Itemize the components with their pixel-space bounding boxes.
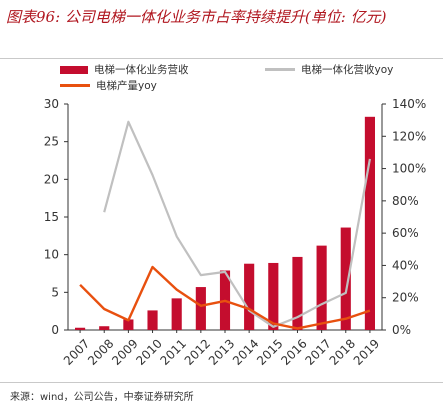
bar-revenue <box>171 298 182 330</box>
right-tick-label: 140% <box>392 97 426 111</box>
bar-revenue <box>364 116 375 330</box>
bar-revenue <box>123 319 134 330</box>
right-tick-label: 40% <box>392 258 419 272</box>
right-tick-label: 80% <box>392 194 419 208</box>
legend-label-output-yoy: 电梯产量yoy <box>96 80 157 92</box>
x-tick-label: 2007 <box>61 336 92 367</box>
legend-item-revenue: 电梯一体化业务营收 <box>60 62 189 77</box>
bar-revenue <box>147 310 158 330</box>
left-tick-label: 25 <box>44 135 59 149</box>
x-tick-label: 2008 <box>85 336 116 367</box>
x-tick-label: 2013 <box>206 336 237 367</box>
line-output-yoy <box>79 265 371 330</box>
left-tick-label: 5 <box>51 285 59 299</box>
legend-swatch-bar <box>60 65 88 74</box>
x-tick-label: 2011 <box>158 336 189 367</box>
x-tick-label: 2018 <box>327 336 358 367</box>
left-tick-label: 0 <box>51 323 59 337</box>
x-tick-label: 2012 <box>182 336 213 367</box>
line-revenue-yoy <box>103 120 371 328</box>
left-axis-ticks: 0 5 10 15 20 25 30 <box>44 97 68 337</box>
title-divider <box>0 58 443 59</box>
line-series <box>79 120 371 330</box>
legend-item-output-yoy: 电梯产量yoy <box>60 78 157 93</box>
right-tick-label: 0% <box>392 323 411 337</box>
x-tick-label: 2019 <box>351 336 382 367</box>
left-tick-label: 20 <box>44 172 59 186</box>
source-note: 来源：wind，公司公告，中泰证券研究所 <box>10 392 194 403</box>
x-tick-label: 2010 <box>133 336 164 367</box>
right-tick-label: 20% <box>392 291 419 305</box>
bar-revenue <box>316 245 327 330</box>
bar-revenue <box>340 227 351 330</box>
x-tick-label: 2016 <box>278 336 309 367</box>
left-tick-label: 10 <box>44 248 59 262</box>
bar-revenue <box>195 287 206 330</box>
legend-label-revenue-yoy: 电梯一体化营收yoy <box>301 64 394 76</box>
source-divider <box>0 382 443 383</box>
legend-label-revenue: 电梯一体化业务营收 <box>94 64 189 76</box>
legend-swatch-orange-line <box>60 84 90 87</box>
x-axis-ticks: 2007200820092010201120122013201420152016… <box>61 330 382 368</box>
left-tick-label: 30 <box>44 97 59 111</box>
right-axis-ticks: 0% 20% 40% 60% 80% 100% 120% 140% <box>382 97 426 337</box>
right-tick-label: 60% <box>392 226 419 240</box>
left-tick-label: 15 <box>44 210 59 224</box>
x-tick-label: 2014 <box>230 336 261 367</box>
legend-item-revenue-yoy: 电梯一体化营收yoy <box>265 62 393 77</box>
bar-revenue <box>99 326 110 330</box>
x-tick-label: 2009 <box>109 336 140 367</box>
chart-legend: 电梯一体化业务营收 电梯一体化营收yoy 电梯产量yoy <box>60 60 440 94</box>
x-tick-label: 2015 <box>254 336 285 367</box>
bar-series <box>75 116 375 330</box>
right-tick-label: 120% <box>392 129 426 143</box>
figure-title: 图表96: 公司电梯一体化业务市占率持续提升(单位: 亿元) <box>6 8 387 26</box>
right-tick-label: 100% <box>392 162 426 176</box>
bar-revenue <box>268 262 279 330</box>
bar-revenue <box>75 327 86 330</box>
bar-revenue <box>292 256 303 330</box>
bar-revenue <box>244 263 255 330</box>
legend-swatch-gray-line <box>265 68 295 71</box>
x-tick-label: 2017 <box>302 336 333 367</box>
